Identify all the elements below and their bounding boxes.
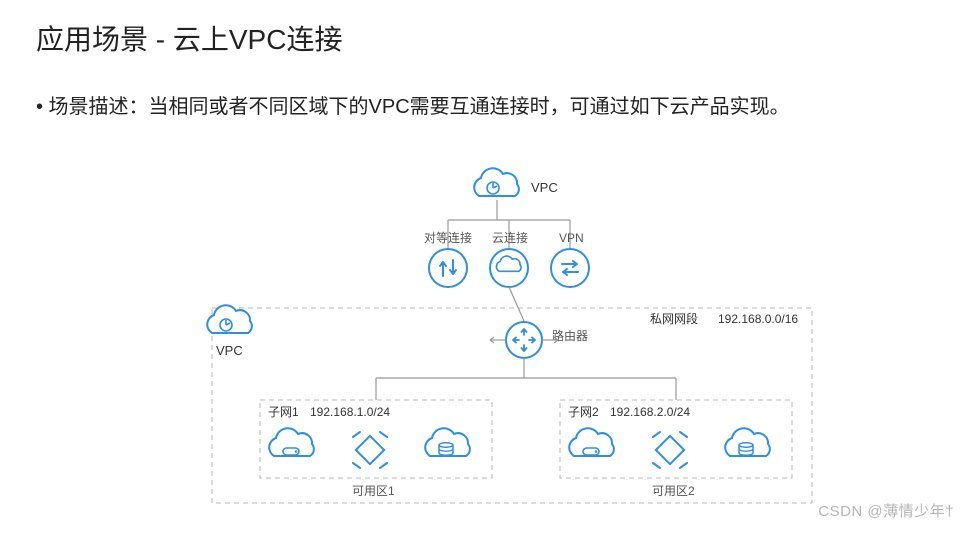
cloud-connect-icon <box>490 249 528 287</box>
bottom-bus <box>376 358 676 400</box>
vpc-top-label: VPC <box>531 180 558 195</box>
private-segment-label: 私网网段 <box>650 311 698 326</box>
s2-db-icon <box>725 428 770 456</box>
subnet1-value: 192.168.1.0/24 <box>310 405 390 419</box>
vpc-left-label: VPC <box>216 343 243 358</box>
subnet2-value: 192.168.2.0/24 <box>610 405 690 419</box>
subnet2-label: 子网2 <box>568 405 599 419</box>
vpc-left-icon <box>207 305 252 333</box>
router-icon <box>506 322 542 358</box>
s1-cloud-slot-icon <box>269 428 314 456</box>
watermark: CSDN @薄情少年† <box>818 500 954 521</box>
s2-diamond-icon <box>653 432 687 468</box>
peering-label: 对等连接 <box>424 230 472 245</box>
s1-db-icon <box>425 428 470 456</box>
vpc-top-icon <box>474 168 519 196</box>
edge-cc-router <box>509 287 524 321</box>
subnet1-label: 子网1 <box>268 405 299 419</box>
vpn-label: VPN <box>559 231 584 245</box>
az2-label: 可用区2 <box>652 484 695 498</box>
private-segment-value: 192.168.0.0/16 <box>718 312 798 326</box>
cloud-connect-label: 云连接 <box>492 230 528 245</box>
vpc-diagram: 私网网段 192.168.0.0/16 VPC VPC 对等连接 云连接 VPN <box>0 0 972 533</box>
az1-label: 可用区1 <box>352 484 395 498</box>
vpn-icon <box>551 249 589 287</box>
peering-icon <box>429 249 467 287</box>
s1-diamond-icon <box>353 432 387 468</box>
s2-cloud-slot-icon <box>569 428 614 456</box>
